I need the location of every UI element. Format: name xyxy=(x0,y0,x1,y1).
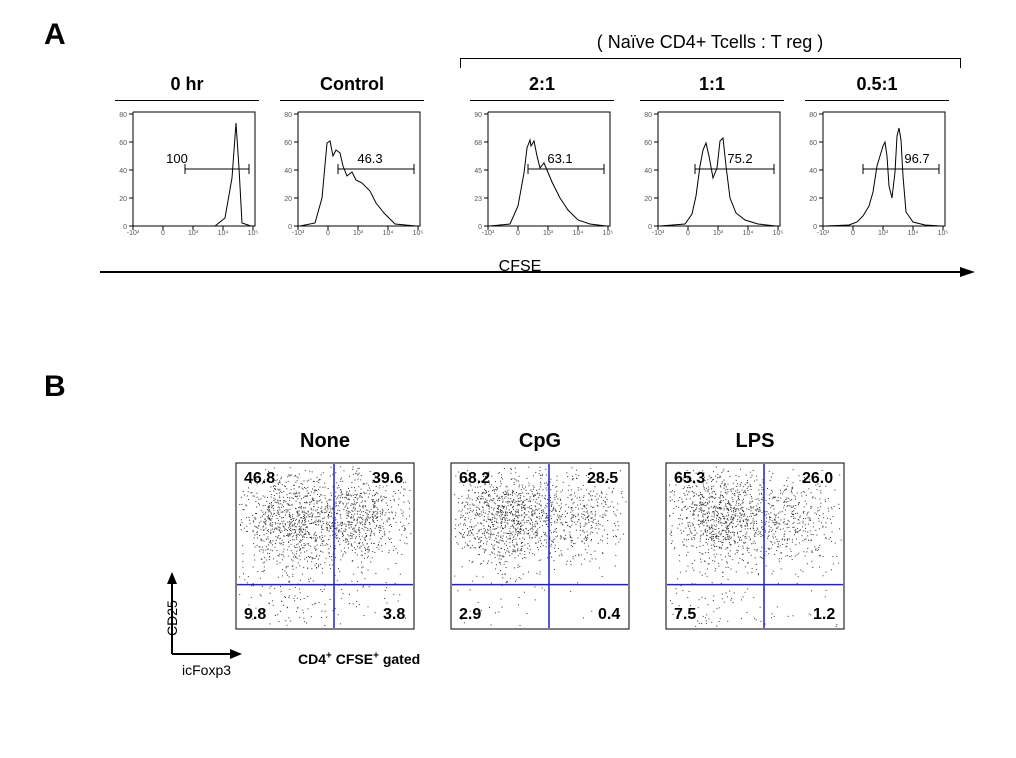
svg-text:75.2: 75.2 xyxy=(727,151,752,166)
hist-label-0hr: 0 hr xyxy=(115,74,259,95)
svg-text:80: 80 xyxy=(644,112,652,119)
svg-text:40: 40 xyxy=(809,168,817,175)
svg-text:10⁴: 10⁴ xyxy=(573,230,584,236)
hist-underline-2 xyxy=(470,100,614,101)
svg-text:20: 20 xyxy=(644,196,652,203)
q-none-lr: 3.8 xyxy=(383,606,405,624)
svg-text:63.1: 63.1 xyxy=(547,151,572,166)
svg-text:60: 60 xyxy=(809,140,817,147)
svg-text:10⁵: 10⁵ xyxy=(248,230,259,236)
q-none-ll: 9.8 xyxy=(244,606,266,624)
svg-text:60: 60 xyxy=(119,140,127,147)
svg-text:45: 45 xyxy=(474,168,482,175)
cd25-axis-label: CD25 xyxy=(164,600,180,636)
svg-text:10³: 10³ xyxy=(878,230,889,236)
svg-text:40: 40 xyxy=(284,168,292,175)
svg-text:10⁵: 10⁵ xyxy=(413,230,424,236)
q-none-ur: 39.6 xyxy=(372,470,403,488)
q-cpg-lr: 0.4 xyxy=(598,606,620,624)
svg-text:68: 68 xyxy=(474,140,482,147)
svg-text:80: 80 xyxy=(809,112,817,119)
svg-text:0: 0 xyxy=(161,230,165,236)
panel-b-letter: B xyxy=(44,370,66,404)
svg-text:20: 20 xyxy=(809,196,817,203)
panel-a-bracket-tick-left xyxy=(460,58,461,68)
svg-text:-10³: -10³ xyxy=(817,230,830,236)
panel-a-bracket-line xyxy=(460,58,960,59)
svg-text:90: 90 xyxy=(474,112,482,119)
scatter-title-cpg: CpG xyxy=(450,430,630,453)
svg-text:40: 40 xyxy=(644,168,652,175)
histogram-0p5to1: 020406080-10³010³10⁴10⁵96.7 xyxy=(805,108,949,236)
svg-text:80: 80 xyxy=(119,112,127,119)
panel-a-ratio-group-label: ( Naïve CD4+ Tcells : T reg ) xyxy=(470,32,950,53)
svg-text:-10³: -10³ xyxy=(482,230,495,236)
svg-text:80: 80 xyxy=(284,112,292,119)
hist-underline-0 xyxy=(115,100,259,101)
histogram-1to1: 020406080-10³010³10⁴10⁵75.2 xyxy=(640,108,784,236)
panel-a-bracket-tick-right xyxy=(960,58,961,68)
svg-text:96.7: 96.7 xyxy=(904,151,929,166)
scatter-title-lps: LPS xyxy=(665,430,845,453)
svg-text:20: 20 xyxy=(119,196,127,203)
panel-a-letter: A xyxy=(44,18,66,52)
svg-text:23: 23 xyxy=(474,196,482,203)
svg-text:10³: 10³ xyxy=(188,230,199,236)
hist-underline-3 xyxy=(640,100,784,101)
svg-text:60: 60 xyxy=(644,140,652,147)
svg-text:0: 0 xyxy=(686,230,690,236)
svg-text:100: 100 xyxy=(166,151,188,166)
svg-text:-10³: -10³ xyxy=(292,230,305,236)
q-lps-ul: 65.3 xyxy=(674,470,705,488)
svg-text:0: 0 xyxy=(851,230,855,236)
hist-label-1to1: 1:1 xyxy=(640,74,784,95)
svg-text:10⁵: 10⁵ xyxy=(938,230,949,236)
hist-label-2to1: 2:1 xyxy=(470,74,614,95)
svg-text:10⁴: 10⁴ xyxy=(218,230,229,236)
q-cpg-ll: 2.9 xyxy=(459,606,481,624)
q-cpg-ur: 28.5 xyxy=(587,470,618,488)
svg-text:10⁵: 10⁵ xyxy=(773,230,784,236)
q-cpg-ul: 68.2 xyxy=(459,470,490,488)
svg-text:-10³: -10³ xyxy=(127,230,140,236)
svg-text:46.3: 46.3 xyxy=(357,151,382,166)
icfoxp3-axis-label: icFoxp3 xyxy=(182,662,231,678)
gating-label: CD4+ CFSE+ gated xyxy=(298,650,420,667)
svg-text:40: 40 xyxy=(119,168,127,175)
histogram-2to1: 023456890-10³010³10⁴10⁵63.1 xyxy=(470,108,614,236)
svg-text:-10³: -10³ xyxy=(652,230,665,236)
svg-text:10⁴: 10⁴ xyxy=(743,230,754,236)
svg-text:10⁴: 10⁴ xyxy=(908,230,919,236)
histogram-control: 020406080-10³010³10⁴10⁵46.3 xyxy=(280,108,424,236)
svg-text:10⁴: 10⁴ xyxy=(383,230,394,236)
svg-text:10³: 10³ xyxy=(713,230,724,236)
svg-text:10⁵: 10⁵ xyxy=(603,230,614,236)
scatter-title-none: None xyxy=(235,430,415,453)
hist-underline-4 xyxy=(805,100,949,101)
svg-text:10³: 10³ xyxy=(353,230,364,236)
histogram-0hr: 020406080-10³010³10⁴10⁵100 xyxy=(115,108,259,236)
svg-text:60: 60 xyxy=(284,140,292,147)
svg-text:20: 20 xyxy=(284,196,292,203)
q-lps-lr: 1.2 xyxy=(813,606,835,624)
q-none-ul: 46.8 xyxy=(244,470,275,488)
svg-text:0: 0 xyxy=(516,230,520,236)
cfse-axis-title: CFSE xyxy=(480,258,560,276)
hist-label-0p5to1: 0.5:1 xyxy=(805,74,949,95)
hist-label-control: Control xyxy=(280,74,424,95)
hist-underline-1 xyxy=(280,100,424,101)
q-lps-ur: 26.0 xyxy=(802,470,833,488)
q-lps-ll: 7.5 xyxy=(674,606,696,624)
svg-text:0: 0 xyxy=(326,230,330,236)
svg-text:10³: 10³ xyxy=(543,230,554,236)
